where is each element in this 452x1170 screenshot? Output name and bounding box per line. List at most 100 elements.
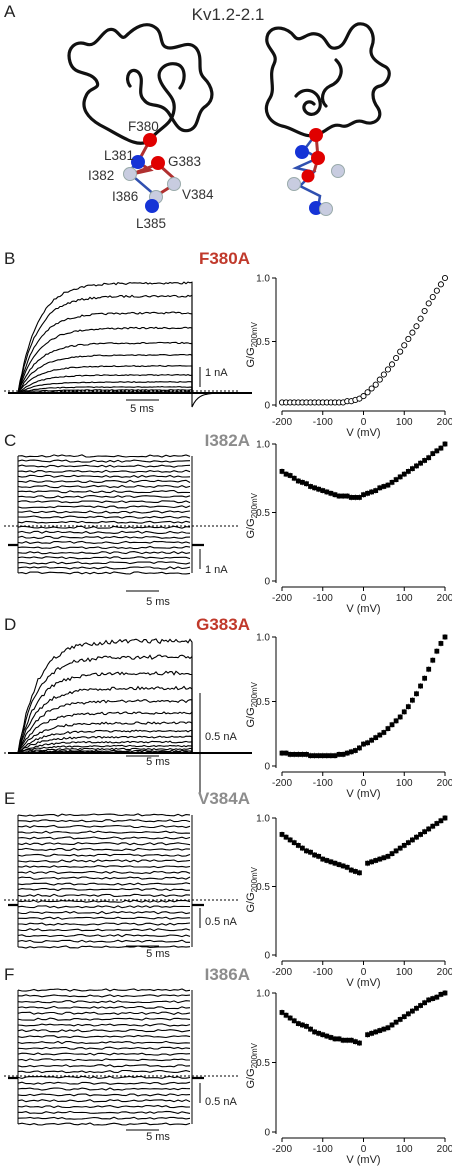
current-trace — [17, 389, 193, 394]
x-tick-label: -200 — [272, 593, 292, 604]
current-trace — [17, 699, 193, 754]
data-point — [401, 342, 408, 349]
current-trace — [17, 638, 193, 754]
data-point — [429, 293, 436, 301]
y-tick-label: 0 — [264, 762, 270, 773]
data-point — [410, 1008, 415, 1014]
current-traces-f380a — [8, 281, 252, 408]
scalebar-time-label-c: 5 ms — [146, 596, 170, 608]
current-trace — [17, 454, 191, 458]
data-point — [381, 730, 387, 735]
y-axis-label: G/G200mV — [245, 681, 259, 727]
data-point — [401, 471, 407, 477]
current-trace — [17, 1005, 191, 1010]
current-trace — [17, 495, 191, 499]
data-point — [348, 495, 354, 500]
data-point — [348, 867, 354, 873]
current-trace — [17, 685, 193, 754]
data-point — [357, 870, 362, 876]
data-point — [441, 274, 449, 282]
mutant-label-v384a: V384A — [198, 789, 250, 808]
data-point — [295, 1021, 301, 1026]
data-point — [352, 748, 358, 753]
data-point — [365, 490, 370, 496]
current-trace — [17, 469, 191, 473]
data-point — [304, 481, 309, 487]
data-point — [405, 469, 411, 474]
panel-letter-e: E — [4, 789, 15, 808]
scalebar-current-label-f: 0.5 nA — [205, 1096, 237, 1108]
current-trace — [17, 847, 191, 852]
y-tick-label: 0.5 — [256, 697, 270, 708]
data-point — [442, 990, 448, 996]
residue-label-l385: L385 — [136, 216, 166, 231]
data-point — [405, 840, 411, 846]
current-trace — [17, 364, 193, 394]
residue-label-g383: G383 — [168, 154, 201, 169]
current-trace — [17, 747, 193, 754]
data-point — [430, 996, 436, 1001]
atom-right-3 — [311, 151, 325, 165]
data-point — [405, 704, 411, 710]
x-axis-label: V (mV) — [346, 1154, 380, 1166]
protein-backbone-left — [67, 23, 214, 145]
current-trace — [17, 1116, 191, 1120]
residue-label-i382: I382 — [88, 168, 114, 183]
x-tick-label: -100 — [313, 417, 333, 428]
data-point — [287, 751, 293, 757]
x-tick-label: 100 — [396, 778, 413, 789]
data-point — [352, 495, 358, 500]
current-trace — [17, 561, 191, 565]
data-point — [291, 840, 297, 846]
atom-right-4 — [331, 164, 345, 178]
data-point — [434, 648, 440, 654]
x-tick-label: 200 — [437, 593, 452, 604]
scalebar-current-label-b: 1 nA — [205, 367, 228, 379]
data-point — [417, 315, 424, 322]
y-tick-label: 1.0 — [256, 440, 270, 451]
current-trace — [17, 836, 191, 840]
data-point — [410, 697, 415, 703]
current-trace — [17, 484, 191, 489]
current-trace — [17, 842, 191, 846]
data-point — [430, 451, 436, 456]
x-tick-label: -100 — [313, 778, 333, 789]
data-point — [304, 1023, 309, 1029]
x-tick-label: -200 — [272, 967, 292, 978]
data-point — [430, 657, 436, 663]
current-trace — [17, 1052, 191, 1056]
y-tick-label: 0 — [264, 577, 270, 588]
data-point — [393, 1019, 399, 1025]
data-point — [397, 1017, 403, 1022]
gv-plot-v384a: 0 0.5 1.0 -200 -100 0 100 200 V (mV) G/G200mV — [245, 814, 452, 990]
scalebar-current-label-e: 0.5 nA — [205, 916, 237, 928]
current-trace — [17, 721, 193, 754]
x-axis-label: V (mV) — [346, 603, 380, 615]
data-point — [336, 493, 342, 499]
current-trace — [17, 887, 191, 892]
panel-letter-f: F — [4, 965, 14, 984]
x-tick-label: 0 — [361, 417, 367, 428]
atom-right-2 — [295, 145, 309, 159]
current-trace — [17, 1000, 191, 1004]
data-point — [344, 1037, 350, 1043]
data-point — [320, 753, 326, 759]
data-point — [425, 300, 432, 307]
data-point — [332, 860, 338, 866]
data-point — [291, 1018, 297, 1024]
current-trace — [17, 928, 191, 932]
mutant-label-f380a: F380A — [199, 249, 250, 268]
scalebar-current-label-c: 1 nA — [205, 564, 228, 576]
data-point — [316, 753, 322, 759]
pulse-edges — [17, 990, 193, 1124]
current-trace — [17, 1017, 191, 1021]
data-point — [442, 634, 448, 640]
data-point — [299, 479, 305, 485]
current-trace — [17, 1064, 191, 1068]
data-point — [409, 329, 416, 336]
atom-l385 — [145, 199, 159, 213]
current-trace — [17, 1110, 191, 1114]
data-point — [422, 458, 428, 463]
data-point — [434, 448, 440, 454]
data-point — [401, 709, 407, 715]
